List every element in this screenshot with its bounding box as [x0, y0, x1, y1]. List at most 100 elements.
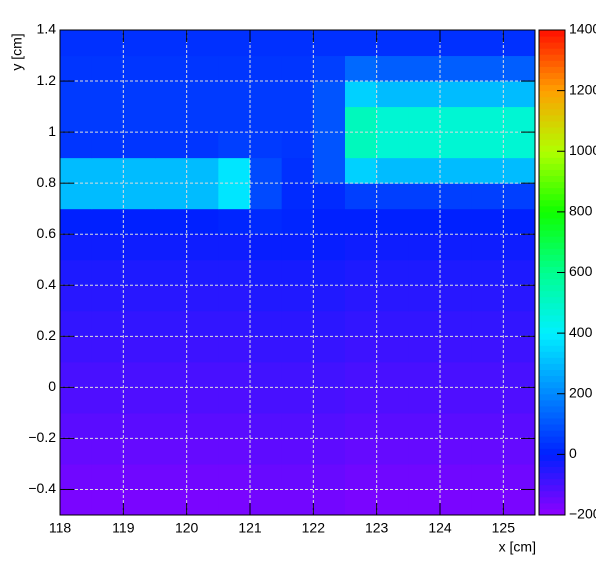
heat-cell [471, 55, 504, 82]
heat-cell [218, 412, 251, 439]
heat-cell [313, 132, 346, 159]
heat-cell [408, 81, 441, 108]
heat-cell [186, 361, 219, 388]
heat-cell [376, 489, 409, 516]
heat-cell [471, 463, 504, 490]
colorbar-segment [539, 199, 565, 207]
heat-cell [60, 387, 93, 414]
heat-cell [123, 361, 156, 388]
colorbar-segment [539, 308, 565, 316]
heat-cell [408, 310, 441, 337]
colorbar-segment [539, 42, 565, 49]
heat-cell [250, 387, 283, 414]
heat-cell [440, 234, 473, 261]
heat-cell [503, 412, 536, 439]
colorbar-segment [539, 351, 565, 358]
heat-cell [281, 234, 314, 261]
x-tick-label: 123 [365, 520, 389, 536]
heat-cell [186, 208, 219, 235]
heat-cell [155, 438, 188, 465]
heat-cell [250, 259, 283, 286]
heat-cell [123, 259, 156, 286]
y-tick-label: 1 [48, 123, 56, 139]
heat-cell [471, 132, 504, 159]
heat-cell [218, 310, 251, 337]
heat-cell [91, 157, 124, 184]
heat-cell [376, 361, 409, 388]
heat-cell [218, 183, 251, 210]
heat-cell [218, 463, 251, 490]
heat-cell [281, 30, 314, 57]
heat-cell [123, 183, 156, 210]
heat-cell [503, 387, 536, 414]
heat-cell [376, 183, 409, 210]
heat-cell [218, 285, 251, 312]
colorbar-segment [539, 78, 565, 86]
heat-cell [250, 336, 283, 363]
heat-cell [440, 259, 473, 286]
heat-cell [503, 157, 536, 184]
z-tick-label: 1000 [569, 142, 596, 158]
heat-cell [503, 81, 536, 108]
colorbar-segment [539, 60, 565, 67]
heat-cell [313, 463, 346, 490]
heat-cell [186, 55, 219, 82]
heat-cell [408, 336, 441, 363]
heat-cell [471, 81, 504, 108]
heat-cell [281, 157, 314, 184]
heat-cell [471, 489, 504, 516]
colorbar-segment [539, 151, 565, 158]
heat-cell [313, 259, 346, 286]
heat-cell [186, 30, 219, 57]
colorbar-segment [539, 30, 565, 37]
heat-cell [313, 157, 346, 184]
heat-cell [503, 259, 536, 286]
y-tick-label: 0.2 [37, 327, 57, 343]
heat-cell [503, 132, 536, 159]
heat-cell [60, 336, 93, 363]
colorbar-segment [539, 405, 565, 413]
heat-cell [376, 55, 409, 82]
heat-cell [471, 438, 504, 465]
z-tick-label: 0 [569, 445, 577, 461]
heat-cell [186, 412, 219, 439]
heat-cell [440, 336, 473, 363]
heat-cell [471, 285, 504, 312]
heat-cell [503, 463, 536, 490]
heat-cell [408, 361, 441, 388]
heat-cell [313, 285, 346, 312]
x-tick-label: 118 [49, 520, 72, 536]
heat-cell [123, 157, 156, 184]
colorbar-segment [539, 120, 565, 128]
heat-cell [313, 361, 346, 388]
heat-cell [503, 489, 536, 516]
colorbar-segment [539, 327, 565, 334]
heat-cell [281, 489, 314, 516]
heat-cell [155, 285, 188, 312]
heat-cell [123, 489, 156, 516]
heat-cell [376, 336, 409, 363]
heat-cell [123, 106, 156, 133]
heat-cell [503, 30, 536, 57]
heat-cell [503, 106, 536, 133]
heat-cell [250, 234, 283, 261]
heat-cell [155, 55, 188, 82]
heat-cell [91, 438, 124, 465]
heat-cell [123, 438, 156, 465]
heat-cell [376, 234, 409, 261]
colorbar-segment [539, 48, 565, 55]
colorbar-segment [539, 127, 565, 134]
heat-cell [345, 387, 378, 414]
heat-cell [155, 106, 188, 133]
heat-cell [281, 55, 314, 82]
heat-cell [218, 81, 251, 108]
colorbar-segment [539, 36, 565, 43]
heat-cell [408, 438, 441, 465]
colorbar-segment [539, 284, 565, 292]
colorbar-segment [539, 339, 565, 346]
colorbar-segment [539, 54, 565, 61]
heat-cell [218, 132, 251, 159]
colorbar-segment [539, 496, 565, 504]
heat-cell [60, 463, 93, 490]
colorbar-segment [539, 193, 565, 201]
